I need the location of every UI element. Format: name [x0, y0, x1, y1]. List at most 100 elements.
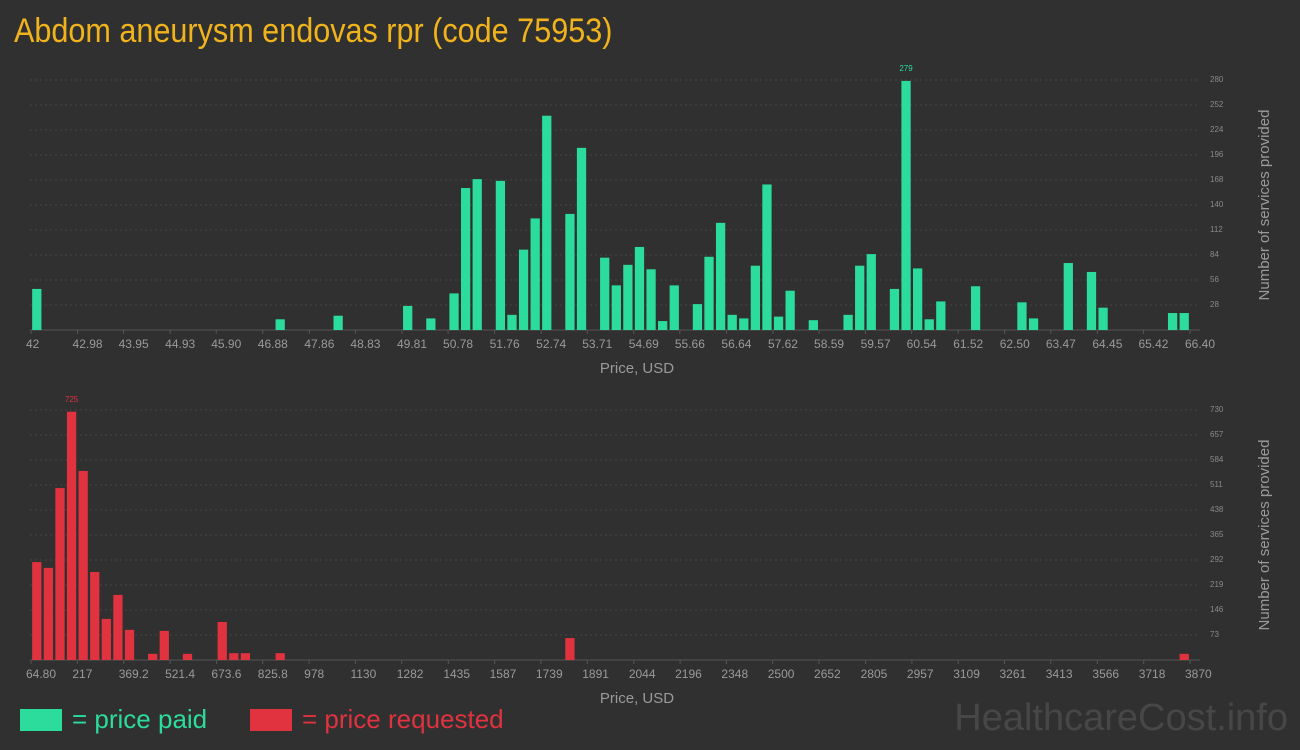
bar — [773, 316, 784, 330]
x-tick-label: 2044 — [629, 667, 656, 681]
x-tick-label: 2652 — [814, 667, 841, 681]
x-tick-label: 66.40 — [1185, 337, 1215, 351]
bar — [623, 264, 633, 330]
y-tick-label: 28 — [1210, 300, 1219, 309]
x-tick-label: 3109 — [953, 667, 980, 681]
bar — [646, 269, 656, 330]
bar — [1086, 271, 1097, 330]
bar — [658, 321, 668, 330]
bar — [1028, 318, 1039, 330]
bar — [669, 285, 679, 330]
x-tick-label: 1282 — [397, 667, 424, 681]
page-title: Abdom aneurysm endovas rpr (code 75953) — [14, 12, 612, 50]
bar — [159, 630, 169, 660]
bar — [727, 314, 737, 330]
x-tick-label: 54.69 — [629, 337, 659, 351]
y-tick-label: 73 — [1210, 630, 1219, 639]
x-tick-label: 53.71 — [582, 337, 612, 351]
x-tick-label: 62.50 — [1000, 337, 1030, 351]
x-tick-label: 60.54 — [907, 337, 937, 351]
x-tick-label: 63.47 — [1046, 337, 1076, 351]
bar — [518, 249, 529, 330]
x-tick-label: 1891 — [582, 667, 609, 681]
bar — [1063, 263, 1073, 330]
bar — [217, 621, 227, 660]
x-tick-label: 1130 — [350, 667, 376, 681]
bar — [634, 246, 645, 330]
bar — [936, 301, 946, 330]
bar — [715, 222, 726, 330]
x-tick-label: 2500 — [768, 667, 795, 681]
x-tick-label: 65.42 — [1138, 337, 1168, 351]
x-tick-label: 217 — [72, 667, 92, 681]
x-tick-label: 42.98 — [73, 337, 103, 351]
bar — [124, 629, 135, 660]
x-tick-label: 64.45 — [1092, 337, 1122, 351]
x-tick-label: 521.4 — [165, 667, 195, 681]
bar — [43, 567, 54, 660]
bar — [808, 320, 818, 330]
bar — [1167, 313, 1178, 330]
x-tick-label: 44.93 — [165, 337, 195, 351]
x-tick-label: 47.86 — [304, 337, 334, 351]
bar — [1179, 313, 1189, 330]
bar — [576, 147, 587, 330]
bar — [66, 411, 77, 660]
bar — [148, 653, 158, 660]
value-label: 725 — [65, 395, 79, 404]
bar — [403, 305, 413, 330]
bar — [901, 80, 911, 331]
bar — [1017, 302, 1027, 330]
x-tick-label: 369.2 — [119, 667, 149, 681]
y-tick-label: 112 — [1210, 225, 1223, 234]
x-tick-label: 1587 — [490, 667, 517, 681]
bar — [750, 265, 761, 330]
y-axis-title: Number of services provided — [1256, 440, 1273, 631]
x-tick-label: 52.74 — [536, 337, 566, 351]
bar — [113, 594, 123, 660]
bar — [240, 653, 251, 660]
x-tick-label: 45.90 — [211, 337, 241, 351]
x-tick-label: 59.57 — [861, 337, 891, 351]
x-tick-label: 57.62 — [768, 337, 798, 351]
y-tick-label: 365 — [1210, 530, 1224, 539]
bar — [600, 257, 610, 330]
bar — [182, 653, 193, 660]
x-tick-label: 43.95 — [119, 337, 149, 351]
y-tick-label: 584 — [1210, 455, 1224, 464]
y-tick-label: 224 — [1210, 125, 1224, 134]
legend-swatch — [20, 709, 62, 731]
bar — [970, 286, 981, 330]
bar — [32, 288, 42, 330]
bar — [32, 562, 42, 660]
bar — [762, 184, 772, 330]
bar — [1179, 653, 1189, 660]
bar — [449, 293, 459, 330]
bar — [78, 470, 88, 660]
y-tick-label: 84 — [1210, 250, 1219, 259]
x-tick-label: 3413 — [1046, 667, 1073, 681]
bar — [275, 319, 285, 330]
y-tick-label: 252 — [1210, 100, 1224, 109]
x-tick-label: 3566 — [1092, 667, 1119, 681]
y-tick-label: 730 — [1210, 405, 1224, 414]
bar — [507, 314, 517, 330]
bar — [530, 218, 540, 330]
x-tick-label: 1739 — [536, 667, 563, 681]
bar — [55, 488, 65, 660]
x-tick-label: 56.64 — [721, 337, 751, 351]
bar — [912, 268, 923, 330]
bar — [692, 304, 703, 330]
x-tick-label: 46.88 — [258, 337, 288, 351]
y-tick-label: 196 — [1210, 150, 1224, 159]
bar — [855, 265, 865, 330]
bar — [460, 188, 471, 330]
y-tick-label: 168 — [1210, 175, 1224, 184]
y-tick-label: 140 — [1210, 200, 1224, 209]
x-tick-label: 64.80 — [26, 667, 56, 681]
bar — [275, 653, 285, 660]
bar — [843, 314, 853, 330]
x-tick-label: 3718 — [1139, 667, 1166, 681]
bar — [889, 288, 900, 330]
